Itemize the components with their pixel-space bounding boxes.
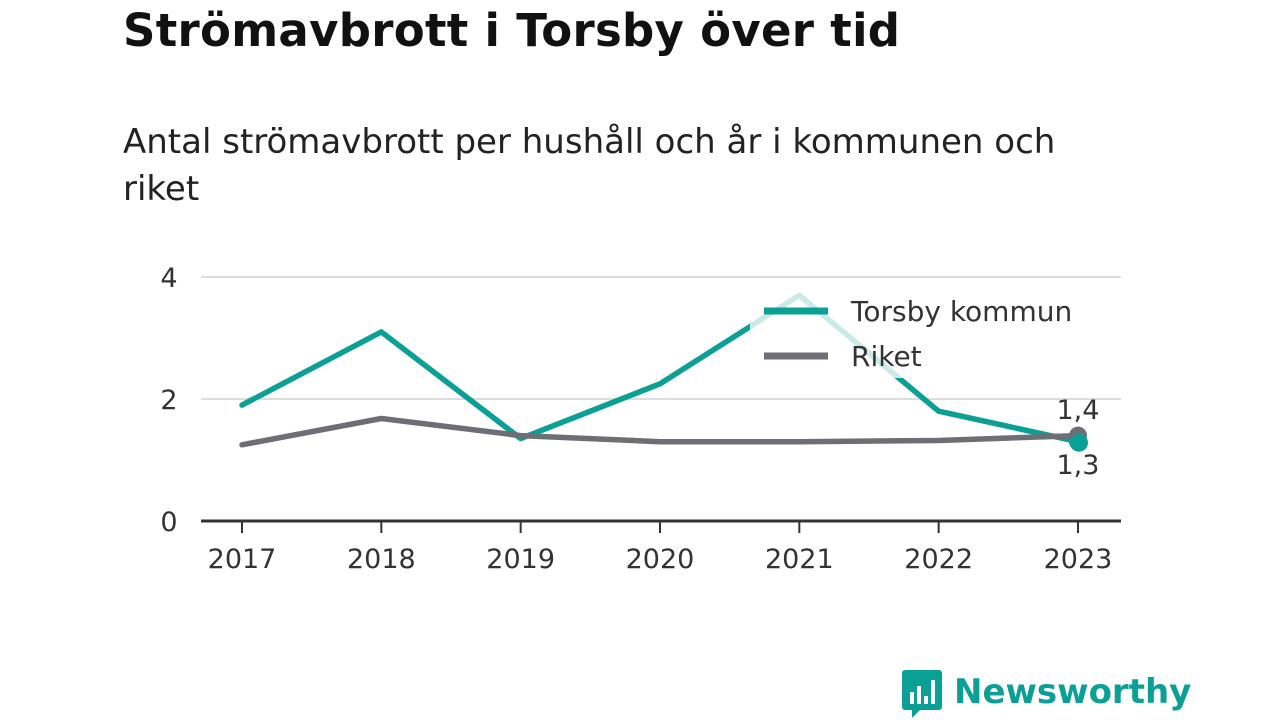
legend-label-torsby-kommun: Torsby kommun (850, 295, 1072, 328)
bar-chart-speech-bubble-icon (902, 670, 942, 718)
x-tick-label: 2022 (904, 544, 973, 575)
series-line-torsby-kommun (239, 292, 1081, 445)
legend-label-riket: Riket (851, 340, 922, 373)
legend-background (750, 288, 1100, 378)
x-tick-label: 2021 (765, 544, 834, 575)
x-tick-label: 2020 (626, 544, 695, 575)
x-tick-label: 2017 (208, 544, 277, 575)
series-line-riket (239, 415, 1081, 448)
x-tick-label: 2018 (347, 544, 416, 575)
newsworthy-logo: Newsworthy (902, 670, 1191, 720)
data-label-torsby-kommun: 1,3 (1057, 450, 1100, 481)
y-tick-label: 2 (160, 385, 177, 416)
logo-text: Newsworthy (954, 672, 1192, 712)
end-marker-torsby-kommun-top (1069, 433, 1088, 452)
chart-title: Strömavbrott i Torsby över tid (123, 4, 901, 57)
x-tick-label: 2023 (1044, 544, 1113, 575)
chart-subtitle: Antal strömavbrott per hushåll och år i … (123, 122, 1056, 209)
y-tick-label: 4 (160, 263, 177, 294)
x-tick-label: 2019 (486, 544, 555, 575)
y-tick-label: 0 (160, 507, 177, 538)
data-label-riket: 1,4 (1057, 395, 1100, 426)
